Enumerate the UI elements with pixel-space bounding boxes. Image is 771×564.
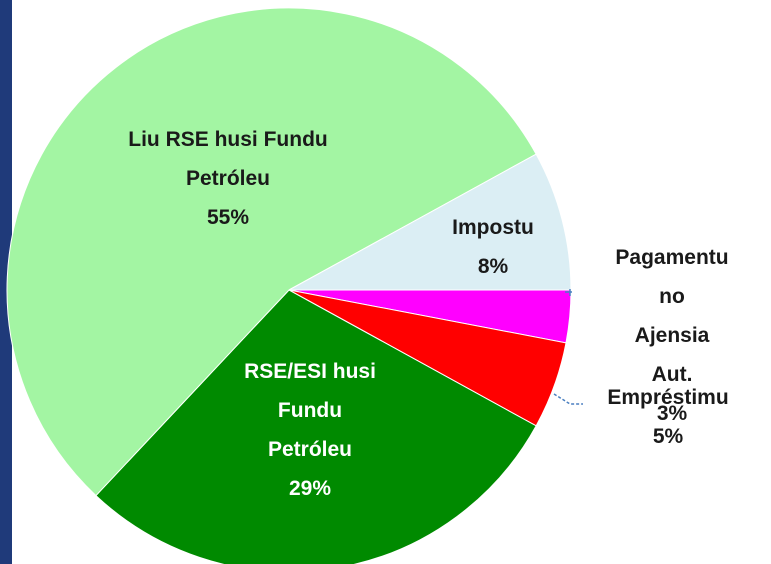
category-label: Impostu	[452, 216, 534, 239]
category-label: Empréstimu	[607, 386, 729, 409]
category-label: RSE/ESI husi Fundu Petróleu	[244, 360, 376, 461]
pie-slice	[6, 7, 537, 497]
value-label: 8%	[477, 255, 509, 278]
slice-label: Liu RSE husi Fundu Petróleu 55%	[128, 120, 327, 237]
value-label: 5%	[652, 425, 684, 448]
pie-slice	[288, 153, 572, 291]
side-strip	[0, 0, 12, 564]
category-label: Liu RSE husi Fundu Petróleu	[128, 128, 328, 190]
slice-label: Impostu 8%	[452, 208, 534, 286]
value-label: 29%	[288, 477, 332, 500]
leader-line	[565, 289, 572, 296]
leader-line	[553, 393, 583, 405]
slice-label: Pagamentu no Ajensia Aut. 3%	[615, 238, 728, 433]
value-label: 3%	[656, 402, 688, 425]
slice-label: Empréstimu 5%	[607, 378, 728, 456]
slice-label: RSE/ESI husi Fundu Petróleu 29%	[244, 352, 376, 508]
pie-slice	[95, 289, 537, 564]
value-label: 55%	[206, 206, 250, 229]
category-label: Pagamentu no Ajensia Aut.	[615, 246, 729, 386]
